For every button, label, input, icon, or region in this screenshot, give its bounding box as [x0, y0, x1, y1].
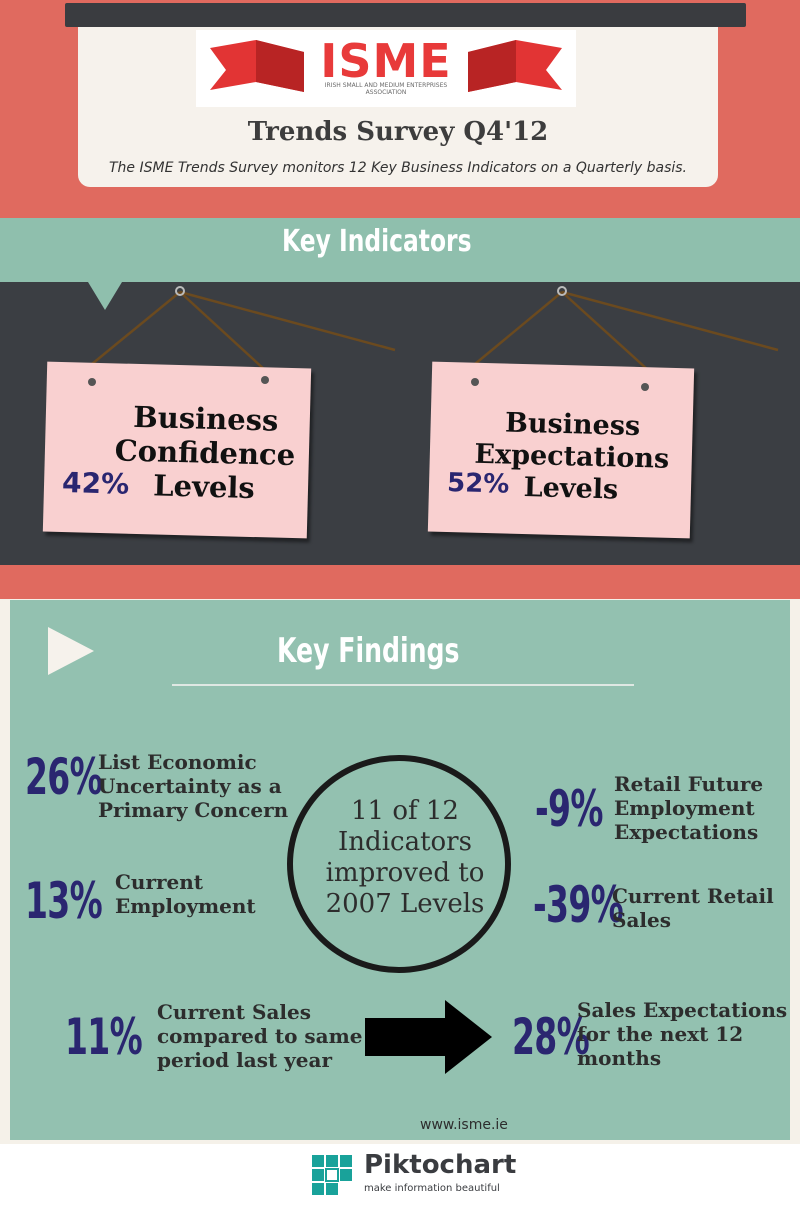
finding-label: Current Sales compared to same period la… — [157, 1000, 363, 1072]
summary-circle — [287, 755, 511, 973]
page-subtitle: The ISME Trends Survey monitors 12 Key B… — [109, 160, 687, 176]
logo-subtitle: IRISH SMALL AND MEDIUM ENTERPRISES ASSOC… — [324, 82, 448, 96]
finding-value: 28% — [512, 1008, 590, 1066]
sign-hooks — [88, 376, 649, 391]
page-title: Trends Survey Q4'12 — [247, 117, 549, 147]
finding-value: 13% — [25, 872, 103, 930]
key-indicators-heading: Key Indicators — [282, 224, 472, 259]
confidence-value: 42% — [61, 466, 130, 501]
divider-band — [0, 565, 800, 599]
key-findings-heading: Key Findings — [277, 631, 460, 671]
website-link[interactable]: www.isme.ie — [420, 1117, 508, 1133]
play-icon — [48, 627, 94, 675]
finding-label: Current Employment — [115, 870, 256, 918]
piktochart-logo-icon — [312, 1155, 352, 1195]
isme-logo: ISME IRISH SMALL AND MEDIUM ENTERPRISES … — [196, 30, 576, 107]
piktochart-tagline: make information beautiful — [364, 1183, 500, 1194]
finding-label: List Economic Uncertainty as a Primary C… — [98, 750, 289, 822]
finding-label: Current Retail Sales — [612, 884, 774, 932]
sign-strings — [91, 286, 779, 371]
finding-value: 11% — [65, 1008, 143, 1066]
logo-wordmark: ISME — [320, 34, 452, 88]
finding-label: Retail Future Employment Expectations — [614, 772, 764, 844]
summary-text: 11 of 12 Indicators improved to 2007 Lev… — [325, 796, 485, 919]
footer — [0, 1144, 800, 1215]
arrow-right-icon — [365, 1000, 492, 1074]
finding-value: 26% — [25, 748, 103, 806]
finding-label: Sales Expectations for the next 12 month… — [577, 998, 788, 1070]
expectations-value: 52% — [446, 468, 510, 500]
ribbon-icon — [210, 40, 562, 92]
finding-value: -9% — [535, 780, 603, 838]
key-indicators-band — [0, 218, 800, 282]
header-dark-bar — [65, 3, 746, 27]
pointer-triangle — [88, 282, 122, 310]
heading-rule — [172, 684, 634, 686]
piktochart-brand: Piktochart — [364, 1150, 517, 1180]
finding-value: -39% — [533, 876, 624, 934]
